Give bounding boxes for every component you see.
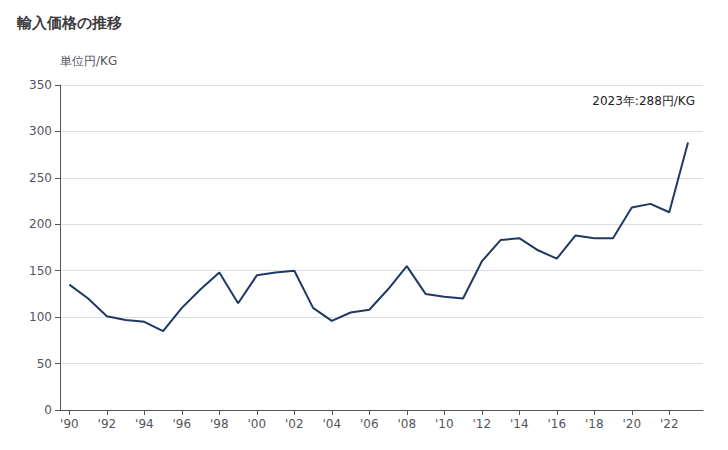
svg-text:250: 250 <box>29 171 52 185</box>
svg-text:'10: '10 <box>435 417 454 431</box>
svg-text:2023年:288円/KG: 2023年:288円/KG <box>592 94 695 108</box>
svg-text:0: 0 <box>44 403 52 417</box>
svg-text:'96: '96 <box>173 417 192 431</box>
svg-text:'92: '92 <box>98 417 117 431</box>
svg-text:'18: '18 <box>585 417 604 431</box>
svg-text:'04: '04 <box>323 417 342 431</box>
svg-text:350: 350 <box>29 78 52 92</box>
svg-text:'06: '06 <box>360 417 379 431</box>
svg-text:200: 200 <box>29 217 52 231</box>
svg-text:'90: '90 <box>60 417 79 431</box>
svg-text:'16: '16 <box>547 417 566 431</box>
svg-text:'20: '20 <box>622 417 641 431</box>
svg-text:300: 300 <box>29 124 52 138</box>
svg-text:'94: '94 <box>135 417 154 431</box>
svg-text:'02: '02 <box>285 417 304 431</box>
svg-text:150: 150 <box>29 264 52 278</box>
svg-text:'98: '98 <box>210 417 229 431</box>
svg-text:50: 50 <box>37 357 52 371</box>
svg-text:'22: '22 <box>660 417 679 431</box>
svg-text:'12: '12 <box>473 417 492 431</box>
svg-text:'14: '14 <box>510 417 529 431</box>
svg-text:単位円/KG: 単位円/KG <box>60 54 117 68</box>
svg-text:'00: '00 <box>248 417 267 431</box>
svg-text:'08: '08 <box>398 417 417 431</box>
svg-text:輸入価格の推移: 輸入価格の推移 <box>16 14 122 32</box>
svg-text:100: 100 <box>29 310 52 324</box>
